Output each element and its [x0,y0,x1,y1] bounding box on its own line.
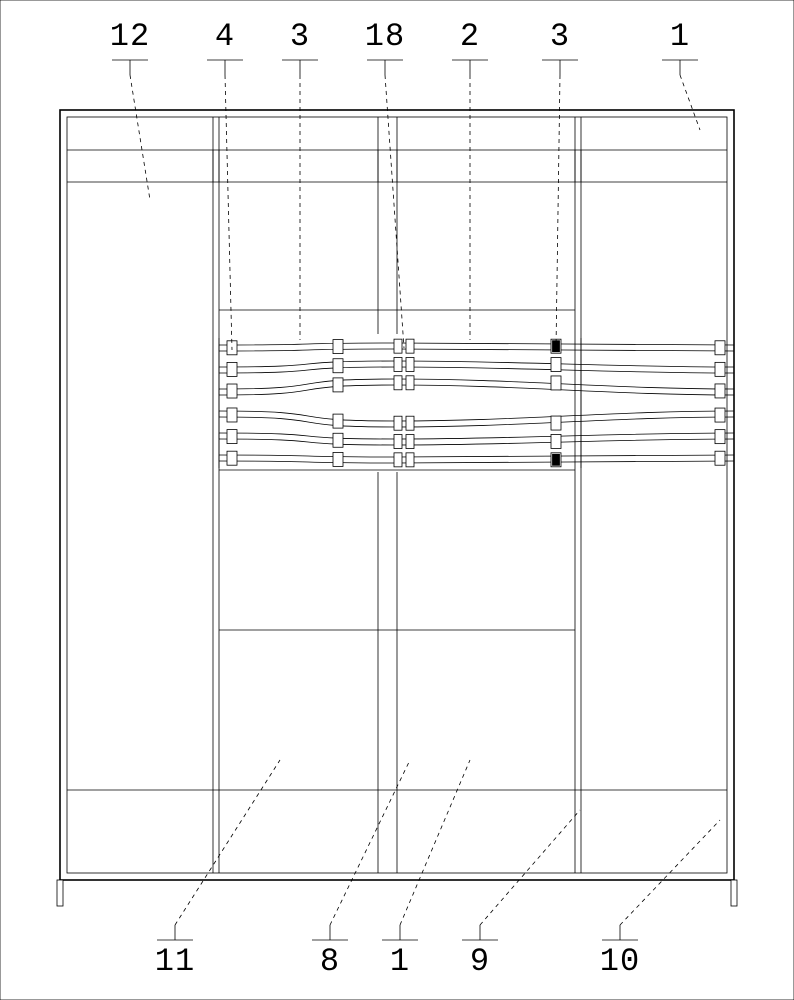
svg-text:4: 4 [215,18,235,55]
svg-text:18: 18 [365,18,405,55]
svg-text:1: 1 [670,18,690,55]
svg-text:10: 10 [600,943,640,980]
svg-text:3: 3 [290,18,310,55]
svg-text:12: 12 [110,18,150,55]
svg-text:9: 9 [470,943,490,980]
svg-text:11: 11 [155,943,195,980]
svg-text:1: 1 [390,943,410,980]
svg-text:3: 3 [550,18,570,55]
svg-text:8: 8 [320,943,340,980]
svg-text:2: 2 [460,18,480,55]
